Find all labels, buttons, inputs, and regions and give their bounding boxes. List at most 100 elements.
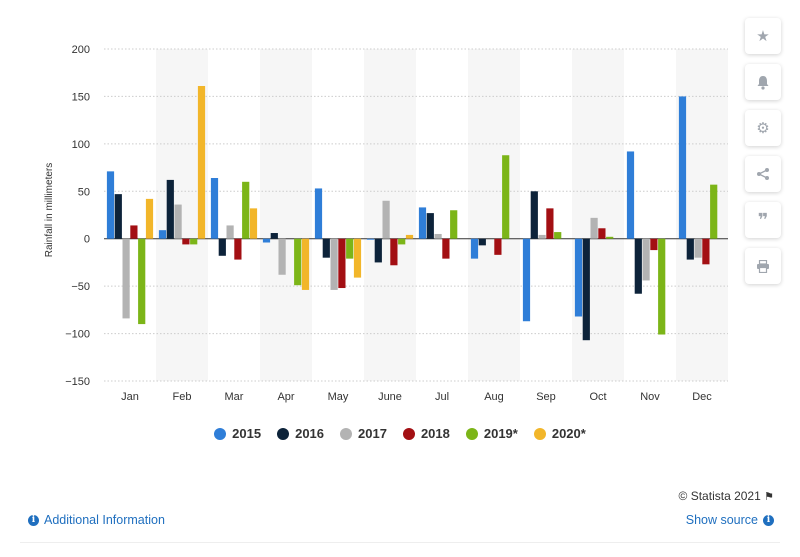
legend-item-2017[interactable]: 2017: [340, 426, 387, 441]
legend-item-2019[interactable]: 2019*: [465, 426, 518, 441]
bar-2018-feb[interactable]: [182, 238, 190, 245]
bar-2015-feb[interactable]: [158, 230, 167, 239]
bar-2018-may[interactable]: [338, 238, 346, 289]
bar-2019-june[interactable]: [398, 238, 406, 245]
bar-2017-june[interactable]: [382, 200, 390, 239]
bar-2017-dec[interactable]: [694, 238, 702, 258]
bar-2020-may[interactable]: [353, 238, 362, 278]
bar-2015-oct[interactable]: [574, 238, 583, 317]
info-icon: i: [28, 514, 39, 526]
x-tick-label: Jul: [435, 391, 449, 403]
legend-label: 2017: [358, 426, 387, 441]
x-tick-label: Nov: [640, 391, 660, 403]
bar-2015-nov[interactable]: [626, 151, 635, 239]
bar-2019-feb[interactable]: [190, 238, 198, 245]
show-source-link[interactable]: Show source i: [686, 513, 774, 527]
band-aug: [468, 49, 520, 381]
bar-2015-jul[interactable]: [418, 207, 427, 239]
additional-info-link[interactable]: i Additional Information: [28, 513, 165, 527]
bar-2016-jul[interactable]: [426, 213, 434, 239]
footer-divider: [20, 542, 780, 543]
bar-2017-nov[interactable]: [642, 238, 650, 281]
bar-2020-apr[interactable]: [301, 238, 310, 290]
legend-label: 2016: [295, 426, 325, 441]
bar-2016-oct[interactable]: [582, 238, 590, 341]
print-icon[interactable]: [745, 248, 781, 284]
quote-icon[interactable]: ❞: [745, 202, 781, 238]
x-tick-label: Sep: [536, 391, 556, 403]
bar-2019-nov[interactable]: [658, 238, 666, 335]
bar-2018-jan[interactable]: [130, 225, 138, 239]
bar-2017-apr[interactable]: [278, 238, 286, 275]
bar-2018-june[interactable]: [390, 238, 398, 266]
bar-2016-mar[interactable]: [218, 238, 226, 256]
copyright: © Statista 2021 ⚑: [679, 489, 774, 503]
bar-2020-feb[interactable]: [197, 85, 206, 239]
bar-2018-jul[interactable]: [442, 238, 450, 259]
bar-2017-oct[interactable]: [590, 217, 598, 239]
bar-2015-may[interactable]: [314, 188, 323, 239]
band-oct: [572, 49, 624, 381]
bar-2016-dec[interactable]: [686, 238, 694, 260]
legend-swatch: [340, 427, 353, 440]
bar-2019-sep[interactable]: [554, 232, 562, 239]
bar-2018-mar[interactable]: [234, 238, 242, 260]
bar-2015-jan[interactable]: [106, 171, 115, 239]
legend-label: 2019*: [483, 426, 518, 441]
bar-2018-sep[interactable]: [546, 208, 554, 239]
bar-2020-june[interactable]: [405, 234, 414, 239]
bar-2015-mar[interactable]: [210, 178, 219, 239]
bar-2019-aug[interactable]: [502, 155, 510, 239]
bar-2016-sep[interactable]: [530, 191, 538, 239]
bell-icon[interactable]: [745, 64, 781, 100]
bar-2019-may[interactable]: [346, 238, 354, 259]
bar-2020-mar[interactable]: [249, 208, 258, 239]
gear-icon[interactable]: ⚙: [745, 110, 781, 146]
y-tick-label: −150: [65, 376, 90, 388]
share-icon[interactable]: [745, 156, 781, 192]
bar-2015-sep[interactable]: [522, 238, 531, 322]
bar-2017-mar[interactable]: [226, 225, 234, 239]
bar-2015-dec[interactable]: [678, 96, 687, 239]
bar-2016-aug[interactable]: [478, 238, 486, 246]
bar-2017-jul[interactable]: [434, 233, 442, 239]
bar-2016-may[interactable]: [322, 238, 330, 258]
bar-2018-dec[interactable]: [702, 238, 710, 265]
legend-item-2015[interactable]: 2015: [214, 426, 261, 441]
bar-2018-aug[interactable]: [494, 238, 502, 255]
legend: 2015 2016 2017 2018 2019* 2020*: [0, 426, 800, 441]
bar-2016-nov[interactable]: [634, 238, 642, 294]
bar-2019-jan[interactable]: [138, 238, 146, 325]
bar-2015-apr[interactable]: [262, 238, 271, 243]
legend-label: 2015: [232, 426, 262, 441]
x-tick-label: Feb: [173, 391, 192, 403]
bar-2019-oct[interactable]: [606, 236, 614, 239]
y-tick-label: 150: [72, 91, 90, 103]
bar-2017-may[interactable]: [330, 238, 338, 290]
legend-item-2016[interactable]: 2016: [277, 426, 324, 441]
bar-2016-feb[interactable]: [166, 179, 174, 239]
bar-2018-nov[interactable]: [650, 238, 658, 251]
bar-2016-june[interactable]: [374, 238, 382, 263]
bar-2018-oct[interactable]: [598, 228, 606, 239]
bar-2019-mar[interactable]: [242, 181, 250, 239]
x-tick-label: Apr: [277, 391, 294, 403]
legend-swatch: [465, 427, 478, 440]
bar-2017-jan[interactable]: [122, 238, 130, 319]
star-icon[interactable]: ★: [745, 18, 781, 54]
x-axis-ticks: Jan Feb Mar Apr May June Jul Aug Sep Oct Nov Dec: [121, 391, 712, 403]
info-icon: i: [763, 514, 774, 526]
bar-2019-jul[interactable]: [450, 210, 458, 239]
bar-2020-jan[interactable]: [145, 198, 154, 239]
bar-2019-dec[interactable]: [710, 184, 718, 239]
bar-2016-jan[interactable]: [114, 194, 122, 239]
legend-item-2018[interactable]: 2018: [402, 426, 450, 441]
legend-item-2020[interactable]: 2020*: [533, 426, 586, 441]
bar-2019-apr[interactable]: [294, 238, 302, 286]
y-axis-ticks: 200 150 100 50 0 −50 −100 −150: [65, 44, 90, 388]
bar-2016-apr[interactable]: [270, 233, 278, 239]
bar-2017-sep[interactable]: [538, 234, 546, 239]
bar-2015-june[interactable]: [366, 238, 375, 240]
bar-2015-aug[interactable]: [470, 238, 479, 259]
bar-2017-feb[interactable]: [174, 204, 182, 239]
